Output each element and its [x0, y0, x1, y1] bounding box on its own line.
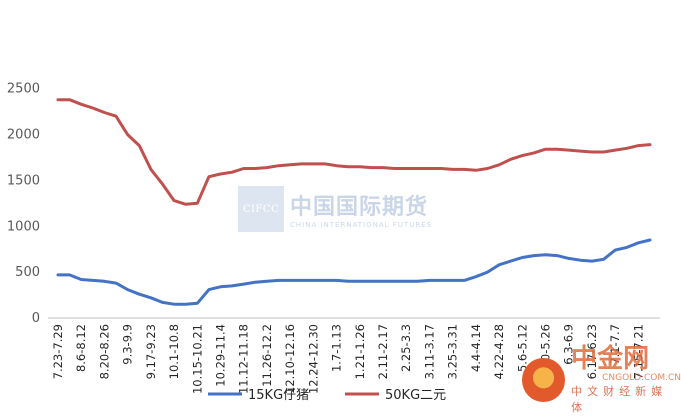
x-tick-label: 4.22-4.28 [492, 324, 506, 379]
legend-label: 15KG仔猪 [248, 388, 309, 403]
cngold-logo-icon [522, 358, 566, 402]
cifcc-watermark-english: CHINA INTERNATIONAL FUTURES [290, 221, 433, 229]
cngold-watermark-url: CNGOLD.COM.CN [602, 373, 681, 383]
x-tick-label: 5.6-5.12 [515, 324, 529, 372]
y-axis-ticks: 0 500 1000 1500 2000 2500 [7, 82, 40, 326]
x-tick-label: 9.3-9.9 [121, 324, 135, 365]
x-tick-label: 11.26-12.2 [260, 324, 274, 387]
cngold-watermark: 中金网 CNGOLD.COM.CN 中文财经新媒体 [522, 345, 681, 415]
x-tick-label: 2.11-2.17 [376, 324, 390, 379]
x-tick-label: 9.17-9.23 [144, 324, 158, 379]
series-line-2 [56, 98, 652, 206]
y-tick-label: 2500 [7, 82, 40, 97]
x-tick-label: 1.21-1.26 [353, 324, 367, 379]
y-tick-label: 0 [32, 311, 40, 326]
series-line-1 [56, 238, 652, 306]
x-tick-label: 6.3-6.9 [562, 324, 576, 365]
x-axis-ticks: 7.23-7.29 8.6-8.12 8.20-8.26 9.3-9.9 9.17-9.… [51, 324, 645, 394]
cifcc-logo-icon: CIFCC [238, 186, 284, 232]
x-tick-label: 4.4-4.14 [469, 324, 483, 372]
x-tick-label: 3.25-3.31 [446, 324, 460, 379]
x-tick-label: 6.17-6.23 [585, 324, 599, 379]
x-tick-label: 11.12-11.18 [237, 324, 251, 394]
y-tick-label: 2000 [7, 128, 40, 143]
x-tick-label: 10.1-10.8 [167, 324, 181, 379]
cngold-watermark-name: 中金网 [571, 344, 650, 374]
x-tick-label: 1.7-1.13 [330, 324, 344, 372]
x-tick-label: 8.6-8.12 [74, 324, 88, 372]
series-lines [56, 98, 652, 306]
x-tick-label: 10.29-11.4 [214, 324, 228, 387]
x-tick-label: 7.23-7.29 [51, 324, 65, 379]
x-tick-label: 8.20-8.26 [97, 324, 111, 379]
x-tick-label: 12.10-12.16 [283, 324, 297, 394]
y-tick-label: 500 [15, 265, 40, 280]
x-tick-label: 7.15-7.21 [631, 324, 645, 379]
x-tick-label: 10.15-10.21 [190, 324, 204, 394]
legend-label: 50KG二元 [385, 388, 446, 403]
x-tick-label: 3.11-3.17 [422, 324, 436, 379]
y-tick-label: 1000 [7, 219, 40, 234]
cngold-watermark-subtitle: 中文财经新媒体 [571, 385, 668, 414]
cifcc-watermark-name: 中国国际期货 [290, 195, 429, 220]
y-tick-label: 1500 [7, 173, 40, 188]
x-tick-label: 2.25-3.3 [399, 324, 413, 372]
x-tick-label: 12.24-12.30 [306, 324, 320, 394]
legend: 15KG仔猪 50KG二元 [208, 388, 446, 403]
x-tick-label: 7.1-7.7 [608, 324, 622, 365]
cifcc-watermark: CIFCC 中国国际期货 CHINA INTERNATIONAL FUTURES [238, 186, 432, 232]
